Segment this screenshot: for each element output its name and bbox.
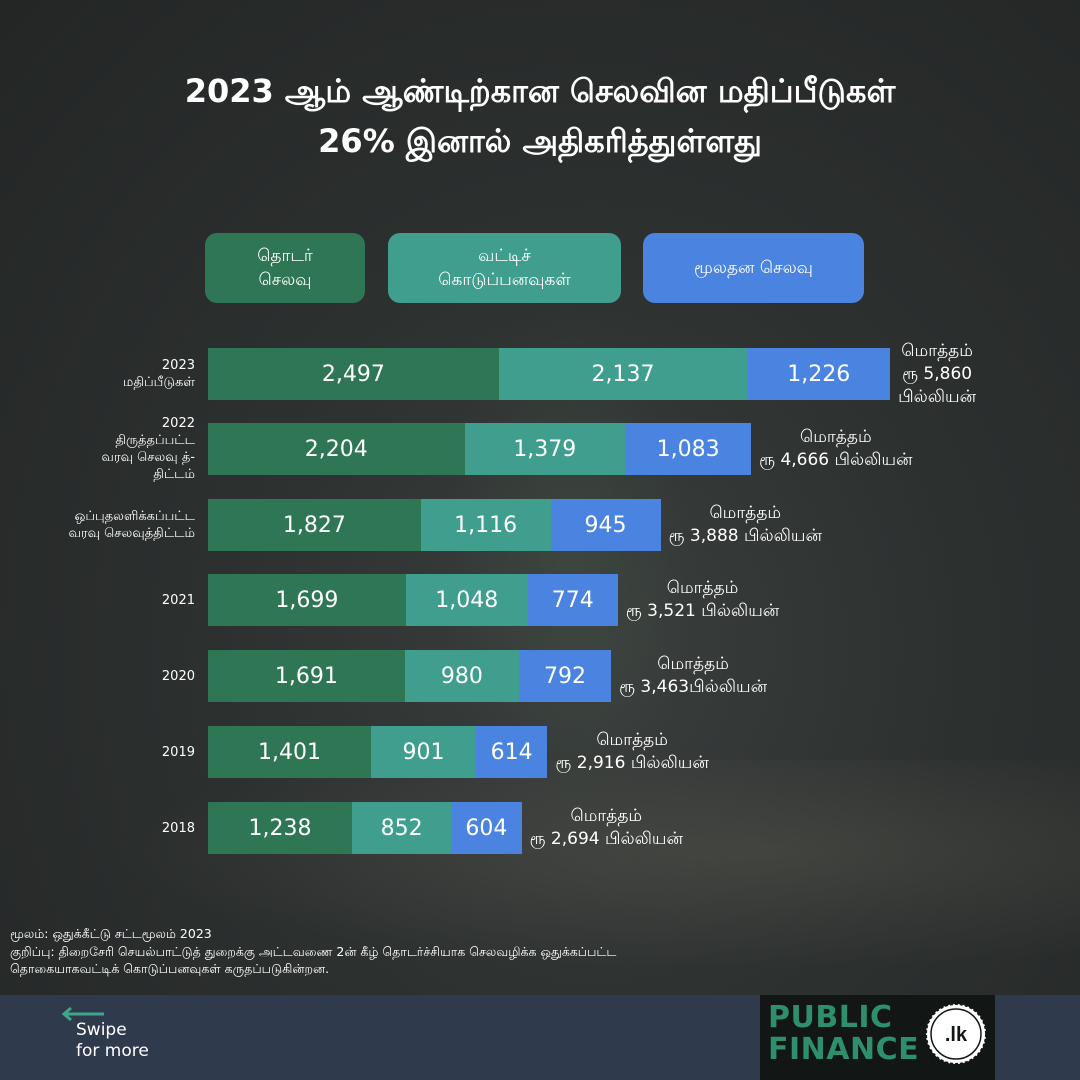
total-label: மொத்தம் ரூ 2,694 பில்லியன் [529,806,683,849]
total-label: மொத்தம் ரூ 4,666 பில்லியன் [759,427,913,470]
category-label: 2018 [161,820,195,836]
bar-capital: 792 [518,650,612,702]
bar-capital: 945 [550,499,661,551]
legend-interest-label: வட்டிச் கொடுப்பனவுகள் [438,246,571,290]
swipe-for-more[interactable]: Swipe for more [76,1020,149,1061]
note-line-2: தொகையாகவட்டிக் கொடுப்பனவுகள் கருதப்படுகி… [10,961,330,976]
category-label: 2019 [161,744,195,760]
logo-seal-icon: .lk [925,1003,987,1065]
bar-interest: 1,116 [420,499,551,551]
bar-interest: 2,137 [498,348,748,400]
bar-interest: 980 [404,650,519,702]
category-label: ஒப்புதலளிக்கப்பட்ட வரவு செலவுத்திட்டம் [68,509,195,541]
bar-interest: 901 [371,726,476,778]
category-label: 2020 [161,668,195,684]
legend-capital: மூலதன செலவு [643,233,864,303]
total-label: மொத்தம் ரூ 2,916 பில்லியன் [555,730,709,773]
legend-capital-label: மூலதன செலவு [694,258,813,278]
logo: PUBLIC FINANCE [768,1000,920,1067]
category-label: 2023 மதிப்பீடுகள் [122,358,195,390]
total-label: மொத்தம் ரூ 3,463பில்லியன் [619,654,768,697]
bar-recurrent: 2,204 [208,423,465,475]
bar-capital: 614 [475,726,548,778]
bar-recurrent: 1,699 [208,574,406,626]
bar-capital: 1,083 [625,423,752,475]
category-label: 2022 திருத்தப்பட்ட வரவு செலவு த்- திட்டம… [101,416,195,482]
bar-interest: 1,048 [405,574,528,626]
title-line-2: 26% இனால் அதிகரித்துள்ளது [318,122,762,160]
total-label: மொத்தம் ரூ 3,888 பில்லியன் [668,503,822,546]
arrow-left-icon[interactable] [60,1006,106,1022]
background-coins [0,760,1080,990]
category-label: 2021 [161,592,195,608]
total-label: மொத்தம் ரூ 3,521 பில்லியன் [625,578,780,621]
bar-recurrent: 1,238 [208,802,353,854]
source-note: மூலம்: ஒதுக்கீட்டு சட்டமூலம் 2023 [10,926,212,941]
bar-capital: 774 [527,574,618,626]
bar-interest: 1,379 [464,423,626,475]
bar-capital: 604 [451,802,522,854]
notes: மூலம்: ஒதுக்கீட்டு சட்டமூலம் 2023 குறிப்… [10,925,1070,978]
note-line-1: குறிப்பு: திறைசேரி செயல்பாட்டுத் துறைக்க… [10,943,617,959]
legend-recurrent-label: தொடர் செலவு [257,246,313,290]
bar-capital: 1,226 [747,348,891,400]
bar-recurrent: 1,691 [208,650,405,702]
bar-recurrent: 2,497 [208,348,499,400]
bar-interest: 852 [352,802,452,854]
total-label: மொத்தம் ரூ 5,860 பில்லியன் [898,340,977,407]
legend-recurrent: தொடர் செலவு [205,233,365,303]
svg-text:.lk: .lk [945,1024,968,1046]
page-title: 2023 ஆம் ஆண்டிற்கான செலவின மதிப்பீடுகள் … [0,66,1080,166]
bar-recurrent: 1,827 [208,499,421,551]
title-line-1: 2023 ஆம் ஆண்டிற்கான செலவின மதிப்பீடுகள் [184,72,896,110]
bar-recurrent: 1,401 [208,726,372,778]
legend-interest: வட்டிச் கொடுப்பனவுகள் [388,233,621,303]
